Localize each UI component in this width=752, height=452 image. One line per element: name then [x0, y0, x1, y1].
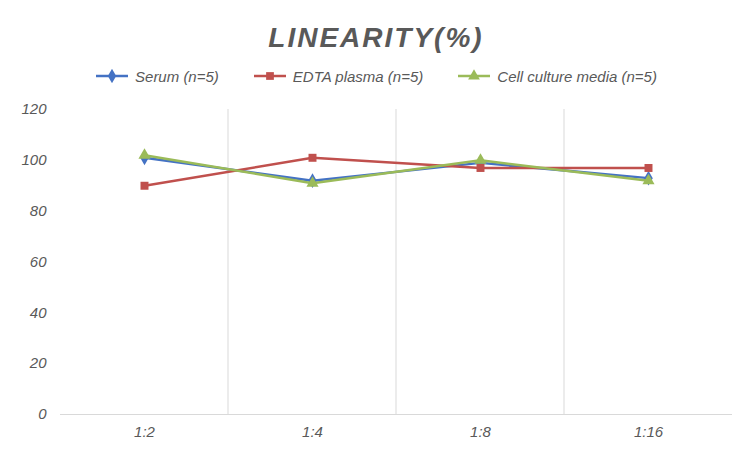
- svg-text:20: 20: [29, 354, 47, 371]
- html-text:Serum (n=5): Serum (n=5): [135, 67, 219, 85]
- svg-text:0: 0: [38, 405, 47, 422]
- svg-text:100: 100: [21, 151, 47, 168]
- svg-text:1:4: 1:4: [302, 423, 323, 440]
- svg-text:80: 80: [30, 202, 47, 219]
- svg-text:120: 120: [21, 100, 47, 117]
- svg-text:40: 40: [30, 304, 47, 321]
- svg-text:60: 60: [30, 253, 47, 270]
- html-text:EDTA plasma (n=5): EDTA plasma (n=5): [292, 67, 424, 85]
- svg-text:1:16: 1:16: [634, 423, 664, 440]
- svg-text:1:2: 1:2: [134, 423, 156, 440]
- html-text:Cell culture media (n=5): Cell culture media (n=5): [497, 67, 657, 85]
- svg-text:1:8: 1:8: [470, 423, 492, 440]
- html-text:LINEARITY(%): LINEARITY(%): [268, 22, 484, 53]
